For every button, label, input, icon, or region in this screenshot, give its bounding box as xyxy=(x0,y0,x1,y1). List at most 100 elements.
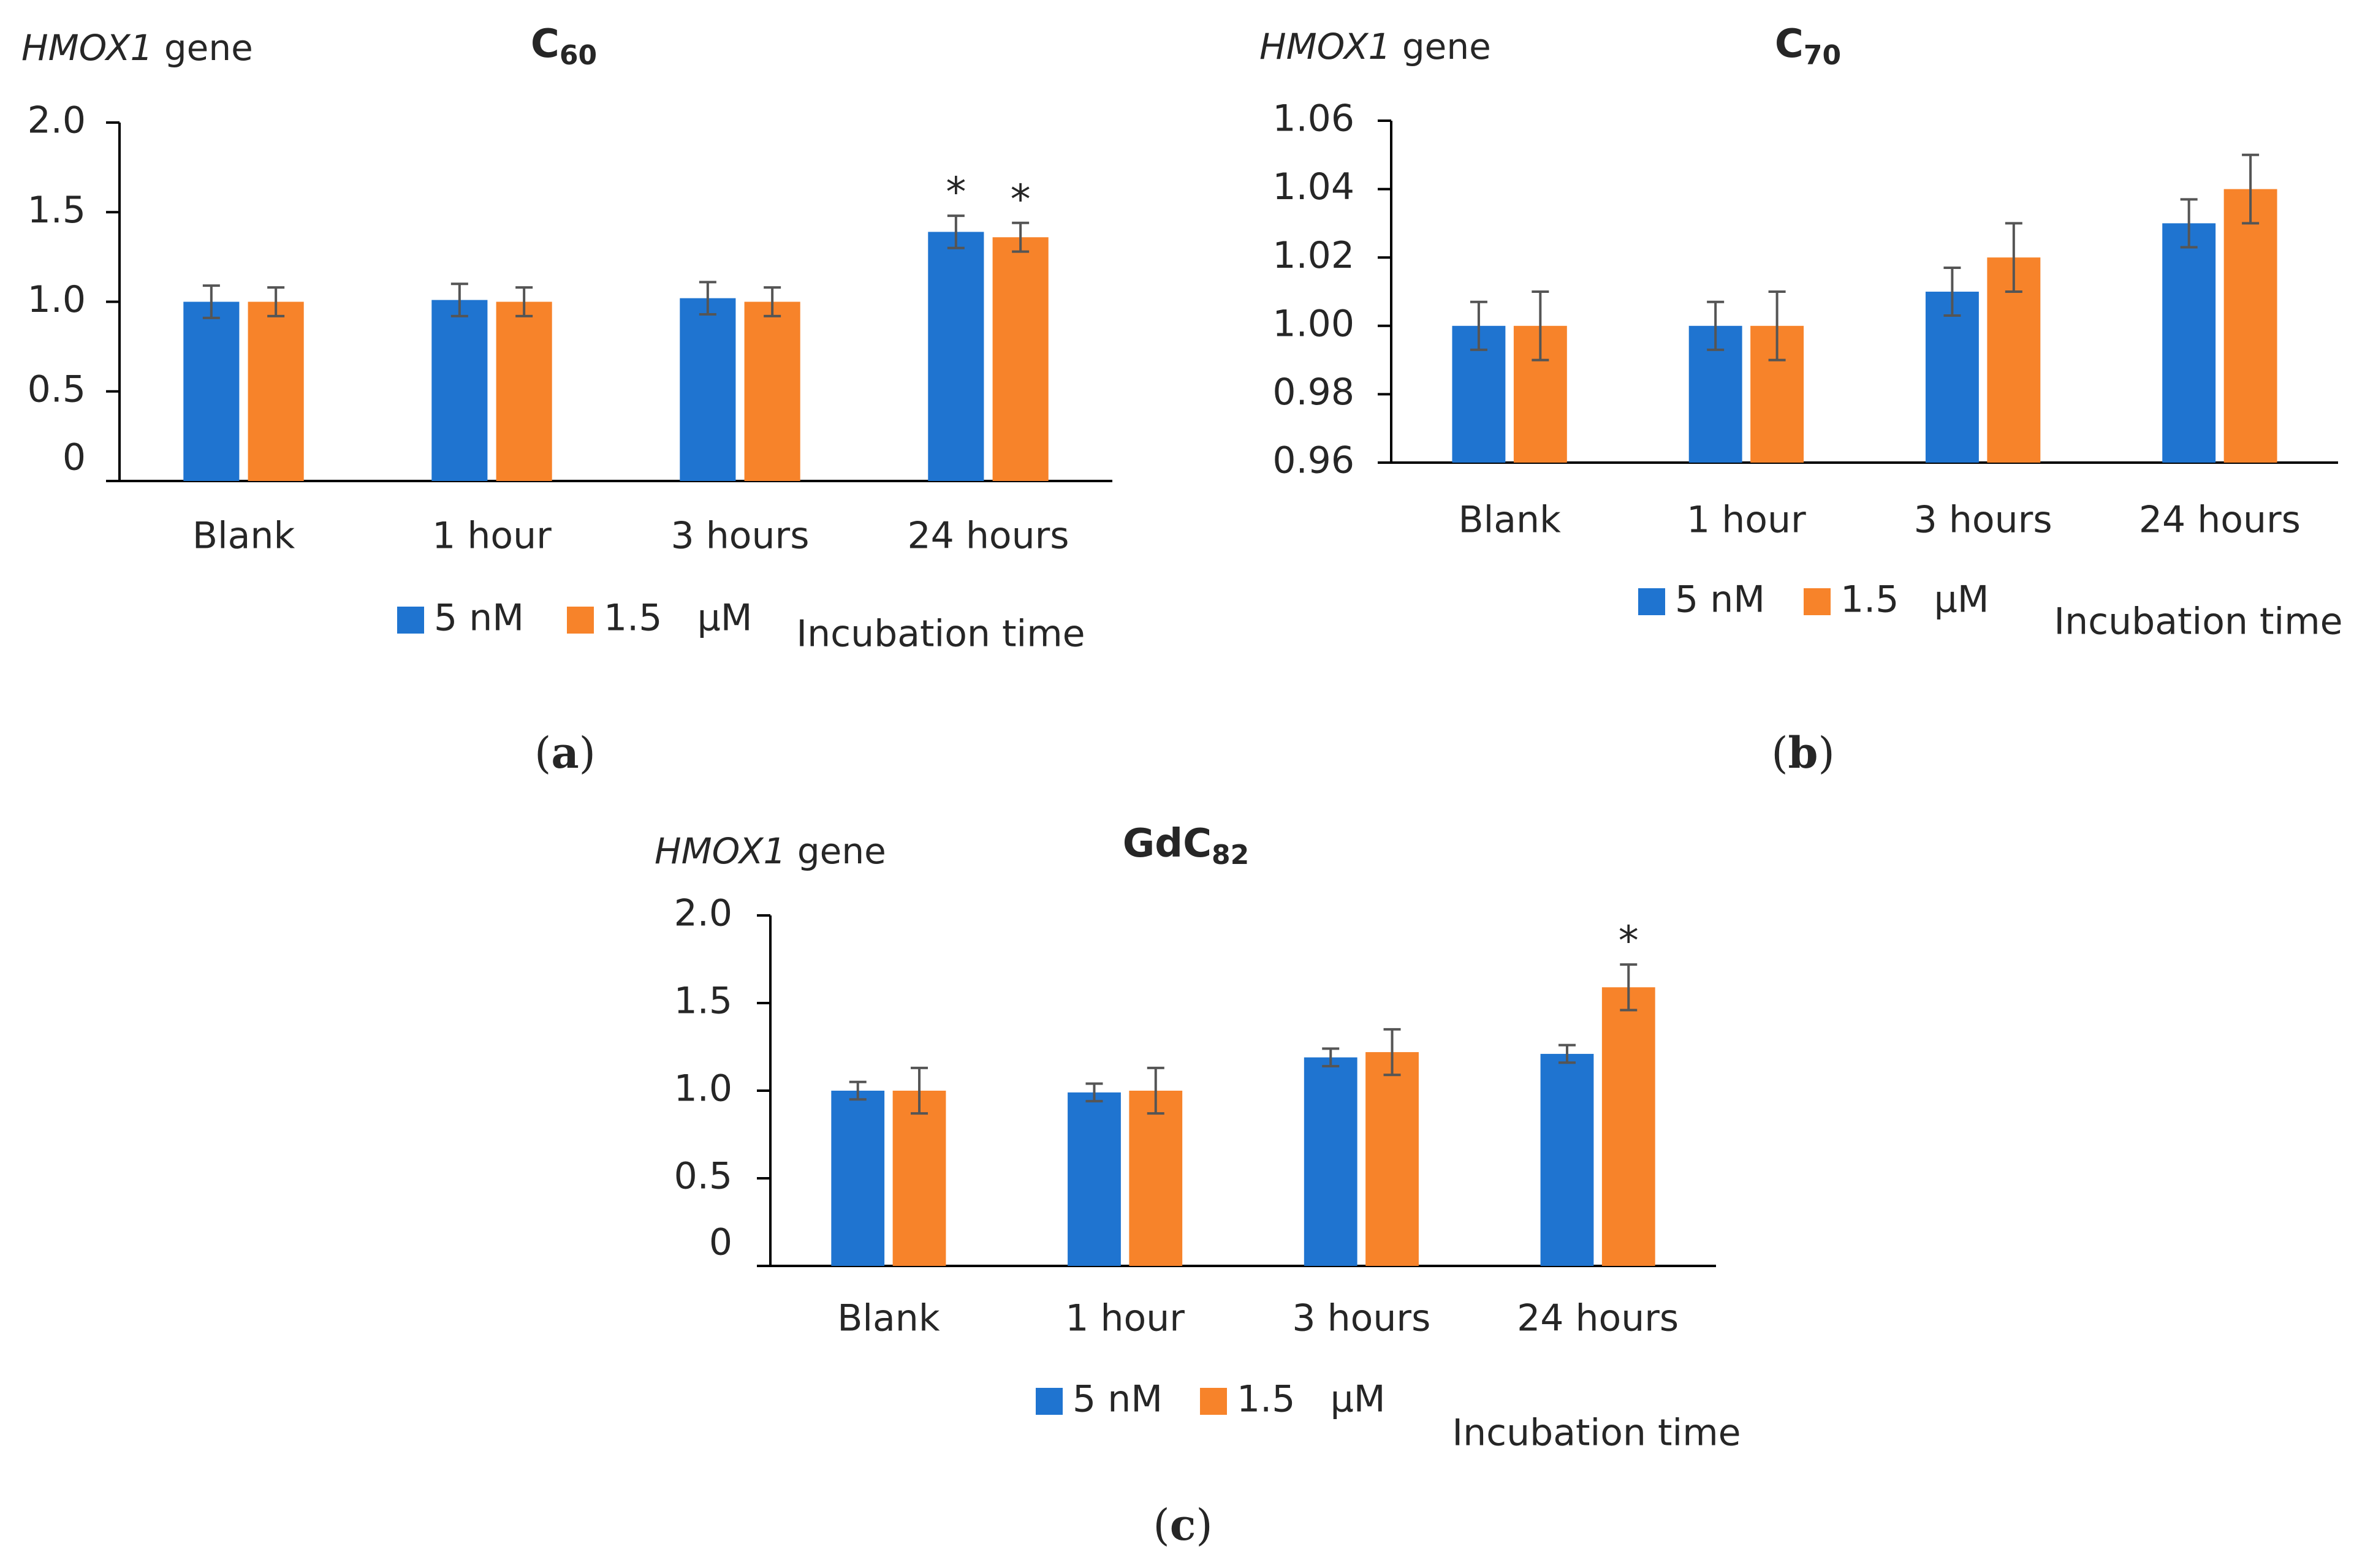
chart-a-panel-label: (a) xyxy=(534,727,596,778)
chart-a-bar-1-5um xyxy=(248,301,304,481)
chart-b-ytick-label: 1.02 xyxy=(1272,234,1354,277)
chart-a-legend-swatch-1-5um xyxy=(567,607,594,634)
chart-c-xlabel: Incubation time xyxy=(1452,1412,1741,1455)
chart-b-bar-5nm xyxy=(1925,292,1979,463)
chart-c-ytick-label: 0 xyxy=(709,1221,732,1264)
chart-b-ylabel-suffix: gene xyxy=(1391,26,1490,67)
chart-a-ytick-label: 1.5 xyxy=(28,189,86,232)
chart-a-ytick-label: 0 xyxy=(63,436,86,479)
chart-b-legend-swatch-1-5um xyxy=(1804,588,1831,615)
chart-c-ylabel-gene: HMOX1 xyxy=(655,830,786,872)
chart-b-legend-label-1-5um: 1.5 μM xyxy=(1840,578,1989,621)
chart-a-panel-paren-open: ( xyxy=(534,728,551,778)
chart-c-ytick-label: 1.5 xyxy=(674,980,732,1023)
chart-a-panel-letter: a xyxy=(551,727,579,778)
chart-c-bar-5nm xyxy=(1068,1092,1121,1266)
chart-b-title-sub: 70 xyxy=(1804,40,1841,71)
chart-b-category-label: 24 hours xyxy=(2139,499,2301,542)
chart-b-title-main: C xyxy=(1775,21,1804,67)
chart-a-category-label: 24 hours xyxy=(907,515,1069,558)
chart-c-title-main: GdC xyxy=(1123,821,1212,866)
chart-b-ytick-label: 0.98 xyxy=(1272,371,1354,414)
chart-b-ylabel-gene: HMOX1 xyxy=(1259,26,1391,67)
chart-b-category-label: 3 hours xyxy=(1914,499,2052,542)
chart-b-category-label: 1 hour xyxy=(1687,499,1806,542)
chart-a-bar-5nm xyxy=(183,301,240,481)
chart-a-legend-label-5nm: 5 nM xyxy=(434,597,524,640)
chart-c-ylabel-suffix: gene xyxy=(786,830,886,872)
chart-a-title: C60 xyxy=(531,21,597,71)
chart-a-significance-mark: * xyxy=(946,169,966,216)
chart-c-bar-1-5um xyxy=(892,1091,946,1266)
chart-b-ytick-label: 0.96 xyxy=(1272,439,1354,482)
chart-a-ylabel: HMOX1 gene xyxy=(21,27,253,69)
chart-b-ytick-label: 1.06 xyxy=(1272,97,1354,140)
chart-c-category-label: 3 hours xyxy=(1292,1297,1430,1340)
chart-b-legend-swatch-5nm xyxy=(1638,588,1665,615)
chart-c-title: GdC82 xyxy=(1123,821,1250,871)
chart-a-xlabel: Incubation time xyxy=(796,613,1085,656)
chart-c-legend-label-1-5um: 1.5 μM xyxy=(1237,1378,1386,1421)
chart-c-ytick-label: 1.0 xyxy=(674,1067,732,1110)
chart-a-panel-paren-close: ) xyxy=(579,728,596,778)
chart-b-title: C70 xyxy=(1775,21,1841,71)
chart-b-ytick-label: 1.04 xyxy=(1272,165,1354,208)
chart-c-panel-letter: c xyxy=(1170,1499,1196,1550)
chart-a-legend-swatch-5nm xyxy=(397,607,424,634)
chart-c-significance-mark: * xyxy=(1619,917,1639,964)
chart-b-legend-label-5nm: 5 nM xyxy=(1675,578,1765,621)
chart-c-bar-1-5um xyxy=(1129,1091,1183,1266)
chart-a-legend-label-1-5um: 1.5 μM xyxy=(604,597,753,640)
chart-a-bar-5nm xyxy=(431,300,488,481)
chart-c-bar-5nm xyxy=(831,1091,885,1266)
chart-c-title-sub: 82 xyxy=(1212,839,1249,871)
chart-c-bar-5nm xyxy=(1540,1053,1594,1266)
chart-b-bar-5nm xyxy=(2162,223,2216,463)
chart-a-title-main: C xyxy=(531,21,560,67)
chart-c-category-label: Blank xyxy=(837,1297,940,1340)
chart-a: HMOX1 gene C60 0 0.5 1.0 1.5 2.0 Blank 1 hour 3 h… xyxy=(21,21,1112,778)
chart-c-ylabel: HMOX1 gene xyxy=(655,830,886,872)
chart-c-bar-1-5um xyxy=(1601,987,1655,1266)
chart-b-ytick-label: 1.00 xyxy=(1272,302,1354,345)
chart-a-significance-mark: * xyxy=(1011,176,1031,223)
chart-b-bar-1-5um xyxy=(2223,189,2277,463)
chart-c-bar-5nm xyxy=(1304,1057,1357,1266)
chart-a-bar-1-5um xyxy=(744,301,800,481)
chart-a-bar-5nm xyxy=(680,298,736,481)
chart-c-ytick-label: 0.5 xyxy=(674,1155,732,1198)
chart-b: HMOX1 gene C70 0.96 0.98 1.00 1.02 1.04 1.06 Bla… xyxy=(1259,21,2343,778)
chart-c-bar-1-5um xyxy=(1365,1052,1419,1266)
chart-a-ytick-label: 0.5 xyxy=(28,368,86,411)
chart-c-ytick-label: 2.0 xyxy=(674,892,732,935)
chart-c-panel-paren-close: ) xyxy=(1196,1500,1212,1550)
chart-c-legend-swatch-1-5um xyxy=(1200,1388,1227,1415)
chart-c: HMOX1 gene GdC82 0 0.5 1.0 1.5 2.0 Blank 1 hour 3… xyxy=(655,821,1741,1550)
chart-a-bar-1-5um xyxy=(496,301,552,481)
chart-a-category-label: Blank xyxy=(192,515,295,558)
chart-a-ylabel-suffix: gene xyxy=(153,27,252,69)
chart-a-ytick-label: 2.0 xyxy=(28,99,86,142)
chart-a-bar-1-5um xyxy=(992,237,1049,481)
chart-b-category-label: Blank xyxy=(1458,499,1561,542)
chart-b-panel-letter: b xyxy=(1788,727,1818,778)
chart-c-category-label: 1 hour xyxy=(1065,1297,1185,1340)
chart-a-ylabel-gene: HMOX1 xyxy=(21,27,153,69)
chart-a-title-sub: 60 xyxy=(560,40,597,71)
chart-c-legend-swatch-5nm xyxy=(1036,1388,1063,1415)
chart-c-panel-paren-open: ( xyxy=(1153,1500,1169,1550)
chart-b-panel-paren-open: ( xyxy=(1771,728,1788,778)
chart-b-xlabel: Incubation time xyxy=(2054,600,2342,643)
chart-b-panel-label: (b) xyxy=(1771,727,1835,778)
chart-a-category-label: 3 hours xyxy=(671,515,810,558)
chart-c-category-label: 24 hours xyxy=(1517,1297,1679,1340)
chart-c-panel-label: (c) xyxy=(1153,1499,1212,1550)
chart-b-ylabel: HMOX1 gene xyxy=(1259,26,1491,67)
chart-c-legend-label-5nm: 5 nM xyxy=(1073,1378,1163,1421)
chart-a-category-label: 1 hour xyxy=(432,515,552,558)
chart-a-bar-5nm xyxy=(928,232,984,481)
chart-a-ytick-label: 1.0 xyxy=(28,278,86,321)
chart-b-panel-paren-close: ) xyxy=(1818,728,1834,778)
